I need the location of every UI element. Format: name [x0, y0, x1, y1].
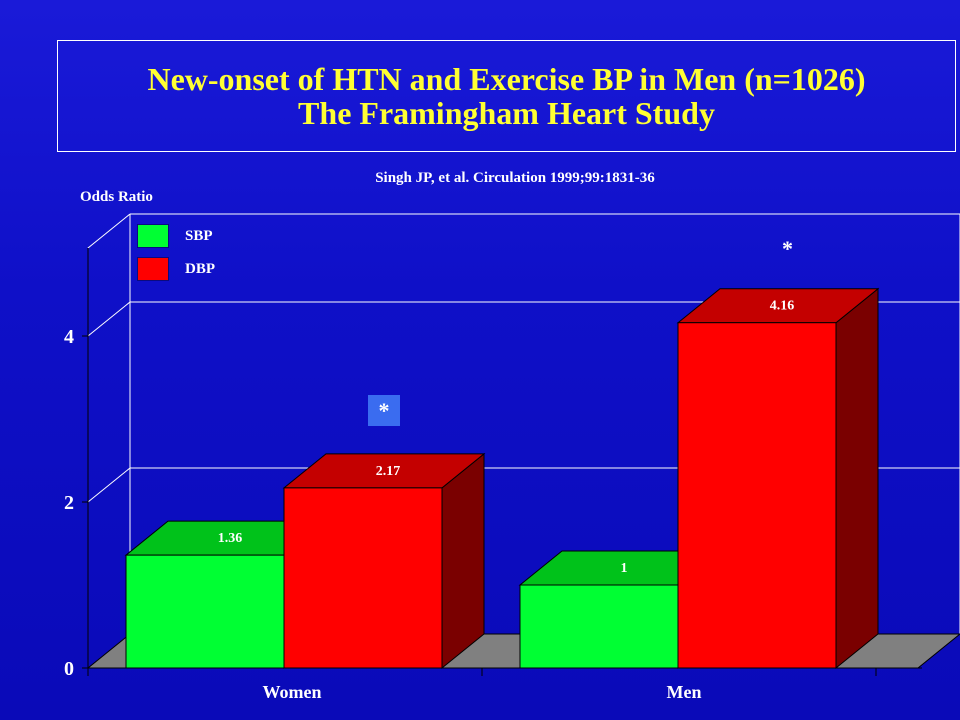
y-axis-label: Odds Ratio: [80, 189, 153, 205]
title-box: New-onset of HTN and Exercise BP in Men …: [57, 40, 956, 152]
data-label-dbp-men: 4.16: [770, 299, 795, 314]
legend-label-dbp: DBP: [185, 260, 215, 277]
legend-item-dbp: DBP: [137, 257, 215, 281]
bar-sbp-women: [125, 554, 285, 669]
gridline-side-2: [87, 467, 131, 503]
y-tick-label-0: 0: [64, 658, 74, 680]
category-label-men: Men: [667, 682, 702, 702]
legend-swatch-sbp: [137, 224, 169, 248]
bar-dbp-women: [283, 487, 443, 669]
bar-side-dbp-women: [441, 452, 485, 670]
gridline-side-4: [87, 301, 131, 337]
data-label-sbp-men: 1: [621, 561, 628, 576]
data-label-sbp-women: 1.36: [218, 531, 243, 546]
legend-swatch-dbp: [137, 257, 169, 281]
y-tick-label-2: 2: [64, 492, 74, 514]
chart-subtitle: The Framingham Heart Study: [298, 95, 715, 131]
legend-label-sbp: SBP: [185, 227, 213, 244]
citation: Singh JP, et al. Circulation 1999;99:183…: [375, 170, 655, 186]
data-label-dbp-women: 2.17: [376, 464, 401, 479]
bar-dbp-men: [677, 322, 837, 669]
left-wall-edge: [87, 213, 131, 668]
significance-star-women: *: [368, 395, 400, 426]
legend-item-sbp: SBP: [137, 224, 213, 248]
significance-star-men: *: [782, 236, 793, 261]
bar-side-dbp-men: [835, 287, 879, 670]
bar-sbp-men: [519, 584, 679, 669]
chart-title: New-onset of HTN and Exercise BP in Men …: [147, 61, 866, 97]
y-tick-label-4: 4: [64, 326, 74, 348]
category-label-women: Women: [262, 682, 321, 702]
